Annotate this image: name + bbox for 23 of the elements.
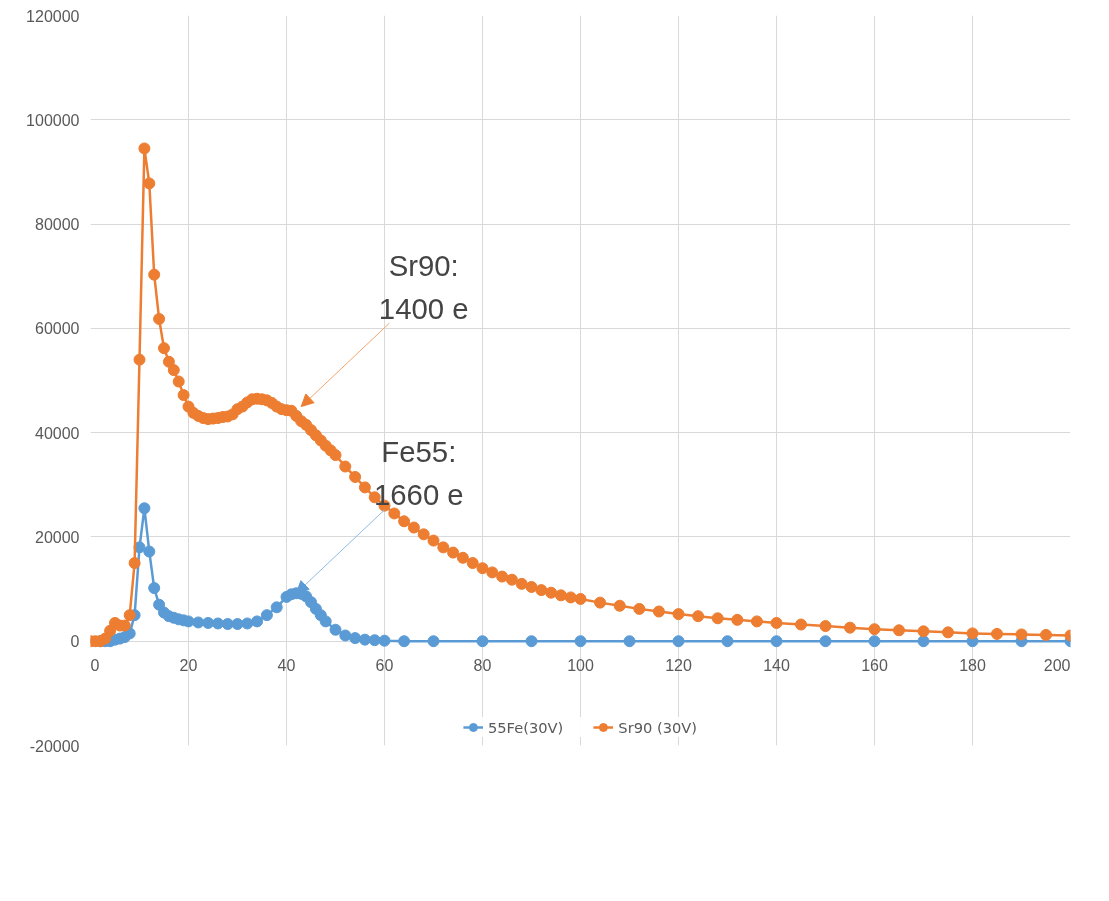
- x-tick-label: 200: [1043, 657, 1071, 675]
- x-tick-label: 180: [959, 657, 986, 675]
- y-tick-label: 100000: [26, 111, 80, 129]
- legend-label: Sr90 (30V): [618, 718, 698, 736]
- annotation: Sr90: 1400 e: [378, 248, 469, 325]
- x-tick-label: 40: [277, 657, 296, 675]
- y-tick-label: 60000: [35, 320, 80, 338]
- x-tick-label: 160: [861, 657, 888, 675]
- x-tick-label: 60: [375, 657, 394, 675]
- x-tick-label: 0: [90, 657, 100, 675]
- legend-label: 55Fe(30V): [487, 718, 564, 736]
- y-tick-label: 80000: [35, 216, 80, 234]
- annotation: Fe55: 1660 e: [373, 435, 464, 512]
- y-tick-label: -20000: [29, 737, 80, 755]
- y-tick-label: 120000: [26, 7, 80, 25]
- y-tick-label: 20000: [35, 528, 80, 546]
- x-tick-label: 20: [179, 657, 198, 675]
- x-tick-label: 100: [567, 657, 594, 675]
- x-tick-label: 140: [763, 657, 790, 675]
- x-tick-label: 120: [665, 657, 692, 675]
- y-tick-label: 40000: [35, 424, 80, 442]
- y-tick-label: 0: [70, 633, 80, 651]
- x-tick-label: 80: [473, 657, 492, 675]
